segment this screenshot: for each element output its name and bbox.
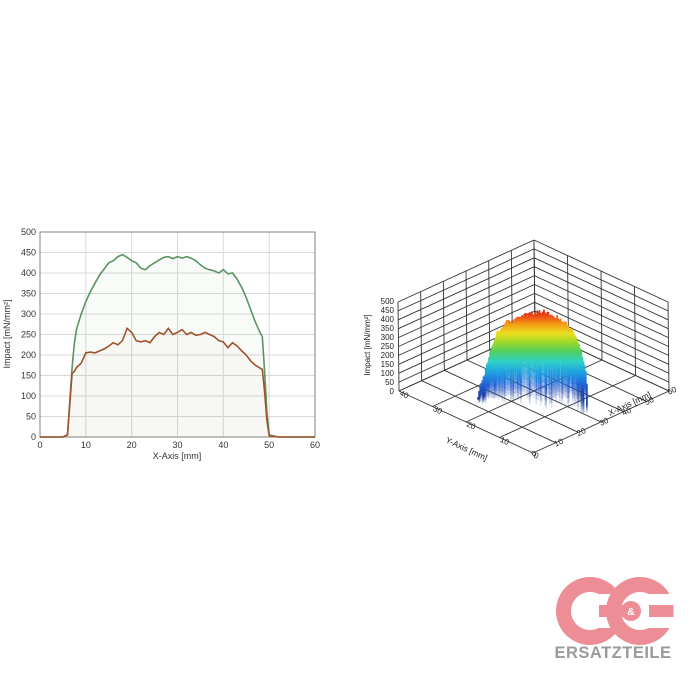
svg-text:150: 150	[381, 360, 395, 369]
svg-text:30: 30	[598, 416, 610, 428]
svg-text:100: 100	[381, 369, 395, 378]
svg-text:40: 40	[218, 440, 228, 450]
svg-text:250: 250	[381, 342, 395, 351]
svg-text:450: 450	[381, 306, 395, 315]
svg-text:400: 400	[21, 268, 36, 278]
svg-text:450: 450	[21, 248, 36, 258]
svg-text:50: 50	[264, 440, 274, 450]
svg-text:0: 0	[390, 387, 395, 396]
svg-text:10: 10	[81, 440, 91, 450]
svg-text:50: 50	[26, 412, 36, 422]
svg-text:0: 0	[37, 440, 42, 450]
svg-text:20: 20	[575, 426, 587, 438]
svg-text:250: 250	[21, 330, 36, 340]
svg-text:X-Axis [mm]: X-Axis [mm]	[153, 451, 202, 461]
svg-text:300: 300	[21, 309, 36, 319]
svg-text:Y-Axis [mm]: Y-Axis [mm]	[444, 435, 489, 463]
svg-text:Impact [mN/mm²]: Impact [mN/mm²]	[2, 300, 12, 369]
svg-text:Impact [mN/mm²]: Impact [mN/mm²]	[363, 314, 372, 375]
svg-text:350: 350	[381, 324, 395, 333]
svg-text:200: 200	[21, 350, 36, 360]
svg-text:100: 100	[21, 391, 36, 401]
svg-text:30: 30	[172, 440, 182, 450]
svg-text:&: &	[627, 606, 635, 618]
svg-text:400: 400	[381, 315, 395, 324]
svg-text:300: 300	[381, 333, 395, 342]
svg-text:60: 60	[310, 440, 320, 450]
svg-text:20: 20	[127, 440, 137, 450]
svg-text:150: 150	[21, 371, 36, 381]
svg-text:60: 60	[666, 385, 678, 397]
svg-text:500: 500	[21, 227, 36, 237]
svg-text:350: 350	[21, 289, 36, 299]
svg-text:0: 0	[31, 432, 36, 442]
svg-text:50: 50	[385, 378, 394, 387]
svg-text:500: 500	[381, 297, 395, 306]
svg-text:200: 200	[381, 351, 395, 360]
svg-text:ERSATZTEILE: ERSATZTEILE	[554, 644, 671, 662]
svg-text:10: 10	[553, 436, 565, 448]
